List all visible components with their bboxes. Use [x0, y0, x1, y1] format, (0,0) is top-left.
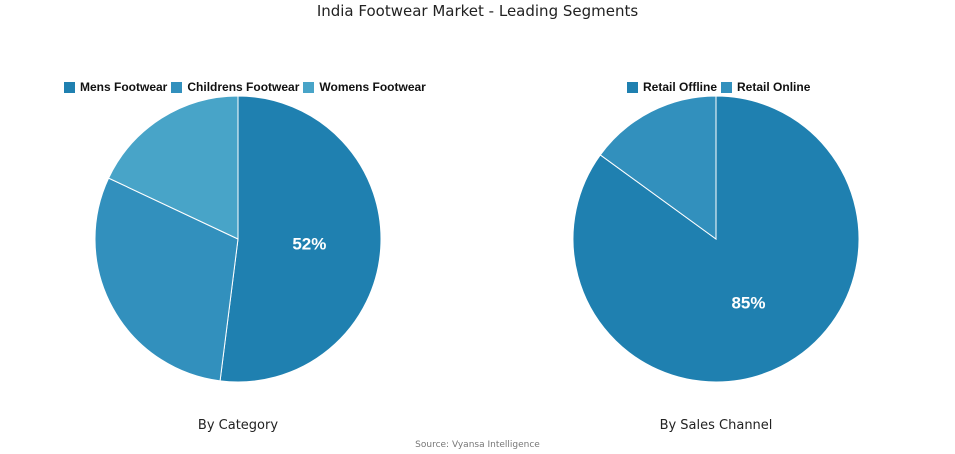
caption-sales-channel: By Sales Channel: [659, 418, 773, 433]
legend-swatch: [64, 81, 75, 93]
data-label-retail-offline: 85%: [731, 294, 765, 313]
source-note: Source: Vyansa Intelligence: [415, 440, 540, 450]
legend-label: Retail Offline: [643, 80, 718, 94]
legend-item-retail-online: Retail Online: [721, 80, 810, 94]
legend-category: Mens Footwear Childrens Footwear Womens …: [64, 80, 430, 94]
legend-label: Retail Online: [737, 80, 811, 94]
pie-sales-channel: 85%: [572, 95, 860, 383]
chart-title: India Footwear Market - Leading Segments: [316, 2, 639, 20]
caption-category: By Category: [197, 418, 279, 433]
legend-swatch: [721, 81, 733, 93]
pie-slice-mens-footwear: [219, 95, 382, 383]
legend-swatch: [303, 81, 315, 93]
legend-item-retail-offline: Retail Offline: [627, 80, 717, 94]
legend-label: Womens Footwear: [319, 80, 426, 94]
legend-item-womens-footwear: Womens Footwear: [303, 80, 426, 94]
legend-swatch: [627, 81, 638, 93]
legend-item-mens-footwear: Mens Footwear: [64, 80, 167, 94]
pie-slice-retail-online: [599, 95, 717, 240]
legend-label: Mens Footwear: [80, 80, 168, 94]
legend-swatch: [171, 81, 183, 93]
pie-slice-womens-footwear: [107, 95, 239, 240]
legend-item-childrens-footwear: Childrens Footwear: [171, 80, 299, 94]
pie-slice-retail-offline: [572, 95, 860, 383]
data-label-mens-footwear: 52%: [292, 234, 326, 253]
legend-label: Childrens Footwear: [187, 80, 300, 94]
pie-slice-childrens-footwear: [94, 177, 239, 382]
legend-sales-channel: Retail Offline Retail Online: [627, 80, 814, 94]
pie-category: 52%: [94, 95, 382, 383]
